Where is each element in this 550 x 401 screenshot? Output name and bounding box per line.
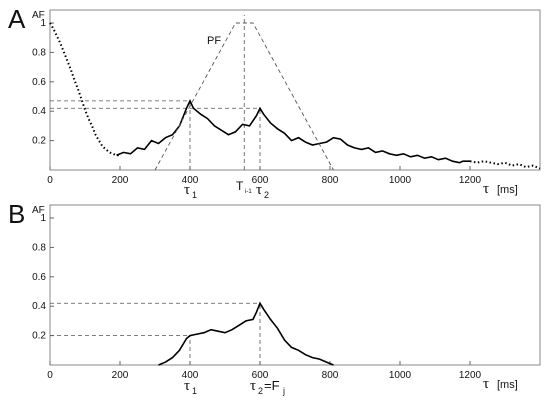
panel-b-x-tick-label: 200 — [112, 370, 129, 381]
panel-b-frame — [49, 204, 541, 366]
panel-a-letter: A — [8, 4, 26, 34]
panel-a-chart: 0 200 400 600 800 1000 1200 0.2 0.4 0.6 0.8 1 AF PF… — [32, 9, 541, 200]
panel-b-y-tick-label: 0.2 — [32, 331, 46, 342]
panel-b-tau2: τ — [250, 378, 256, 394]
panel-b-x-axis-unit: [ms] — [497, 379, 518, 391]
panel-b-y-tick-label: 0.6 — [32, 272, 46, 283]
panel-b-letter: B — [8, 199, 25, 229]
panel-b-series — [158, 301, 334, 366]
panel-b-x-tick-label: 0 — [47, 370, 53, 381]
panel-b-tau2-sub: 2 — [258, 386, 263, 396]
panel-a-y-tick-label: 1 — [40, 18, 46, 29]
panel-a-tau1-sub: 1 — [192, 190, 197, 200]
panel-b-x-tick-label: 400 — [182, 370, 199, 381]
panel-b-y-tick-label: 0.4 — [32, 301, 46, 312]
panel-a-y-tick-label: 0.8 — [32, 47, 46, 58]
panel-a-pf-trapezoid — [154, 22, 334, 171]
panel-a-t-label: T — [236, 179, 244, 193]
panel-a-ticks: 0 200 400 600 800 1000 1200 0.2 0.4 0.6 0.8 1 — [32, 18, 481, 186]
panel-a-x-tick-label: 200 — [112, 175, 129, 186]
panel-a-af-curve — [116, 99, 470, 164]
panel-a-y-tick-label: 0.2 — [32, 136, 46, 147]
panel-a-x-tick-label: 1200 — [459, 175, 482, 186]
panel-b-tau1: τ — [184, 378, 190, 394]
panel-b-y-tick-label: 1 — [40, 213, 46, 224]
panel-a-frame — [49, 9, 541, 171]
panel-b-x-tick-label: 1200 — [459, 370, 482, 381]
panel-a-pf-label: PF — [207, 35, 221, 47]
panel-a-tau2: τ — [256, 182, 262, 198]
panel-a-x-axis-symbol: τ — [483, 181, 489, 197]
panel-b-x-axis-symbol: τ — [483, 376, 489, 392]
panel-a-series — [49, 22, 541, 171]
panel-a-y-tick-label: 0.6 — [32, 77, 46, 88]
panel-a-x-tick-label: 600 — [252, 175, 269, 186]
panel-a-x-axis-unit: [ms] — [497, 184, 518, 196]
panel-a-tau1: τ — [184, 182, 190, 198]
panel-b-x-tick-label: 1000 — [389, 370, 412, 381]
panel-a-y-tick-label: 0.4 — [32, 106, 46, 117]
panel-a-x-tick-label: 400 — [182, 175, 199, 186]
panel-a-x-tick-label: 800 — [322, 175, 339, 186]
panel-b-x-tick-label: 800 — [322, 370, 339, 381]
panel-b-y-axis-label: AF — [32, 205, 45, 216]
panel-a-tau2-sub: 2 — [264, 190, 269, 200]
panel-b-y-tick-label: 0.8 — [32, 242, 46, 253]
panel-b-tau1-sub: 1 — [192, 386, 197, 396]
panel-a-t-sub: i-1 — [245, 189, 252, 195]
panel-b-af-curve — [158, 301, 334, 366]
panel-a-af-dotted-curve — [49, 22, 120, 157]
panel-a-y-axis-label: AF — [32, 10, 45, 21]
panel-a-reference-lines — [50, 15, 261, 170]
panel-b-reference-lines — [50, 302, 261, 365]
panel-b-x-tick-label: 600 — [252, 370, 269, 381]
panel-b-ticks: 0 200 400 600 800 1000 1200 0.2 0.4 0.6 0.8 1 — [32, 213, 481, 381]
panel-b-tau2-eq: =F — [264, 378, 280, 393]
panel-a-x-tick-label: 1000 — [389, 175, 412, 186]
panel-a-af-dotted-curve — [469, 160, 541, 170]
panel-b-tau2-eq-sub: j — [282, 386, 285, 396]
panel-a-x-tick-label: 0 — [47, 175, 53, 186]
